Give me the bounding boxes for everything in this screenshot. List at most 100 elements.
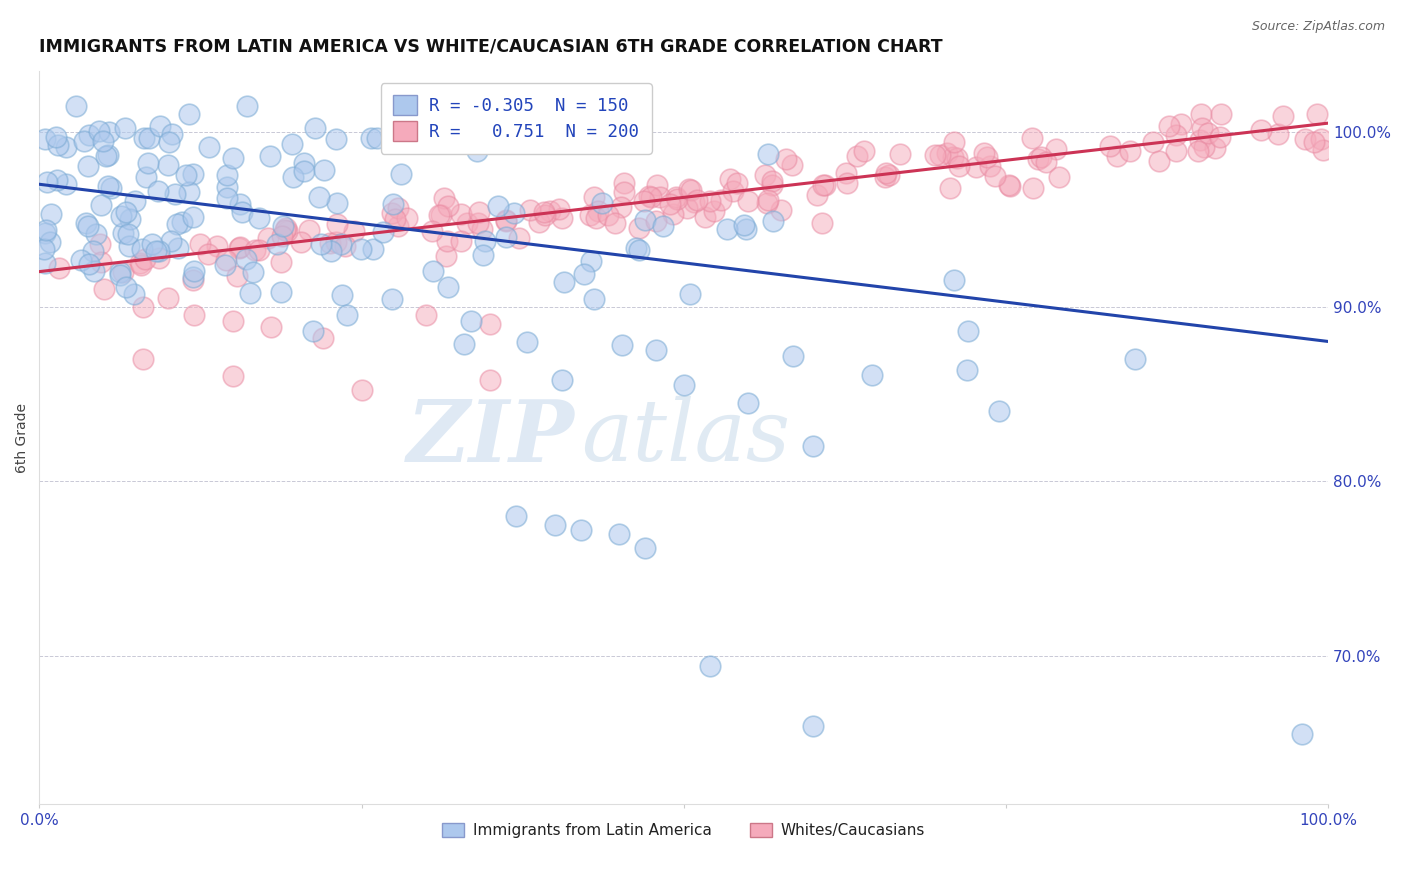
Point	[259, 149, 281, 163]
Point	[703, 203, 725, 218]
Point	[37, 175, 59, 189]
Point	[124, 194, 146, 208]
Point	[488, 198, 510, 212]
Point	[217, 191, 239, 205]
Point	[157, 135, 180, 149]
Point	[260, 320, 283, 334]
Point	[292, 163, 315, 178]
Point	[111, 226, 134, 240]
Point	[735, 222, 758, 236]
Point	[456, 216, 478, 230]
Point	[270, 285, 292, 299]
Point	[973, 145, 995, 160]
Point	[257, 230, 280, 244]
Point	[167, 241, 190, 255]
Point	[131, 300, 153, 314]
Point	[929, 148, 952, 162]
Point	[505, 509, 527, 524]
Point	[183, 264, 205, 278]
Point	[436, 280, 458, 294]
Point	[309, 236, 332, 251]
Point	[183, 308, 205, 322]
Point	[508, 231, 530, 245]
Point	[312, 162, 335, 177]
Point	[135, 169, 157, 184]
Point	[471, 222, 494, 236]
Point	[737, 395, 759, 409]
Point	[273, 219, 295, 234]
Point	[998, 178, 1021, 193]
Point	[97, 178, 120, 193]
Point	[1021, 131, 1043, 145]
Point	[645, 343, 668, 357]
Point	[274, 223, 297, 237]
Point	[1107, 149, 1129, 163]
Point	[343, 224, 366, 238]
Point	[581, 254, 603, 268]
Point	[225, 269, 247, 284]
Point	[699, 194, 721, 208]
Point	[534, 208, 557, 222]
Point	[1123, 351, 1146, 366]
Point	[453, 337, 475, 351]
Point	[782, 350, 804, 364]
Point	[924, 148, 946, 162]
Point	[647, 178, 669, 193]
Point	[569, 523, 592, 537]
Point	[1031, 150, 1053, 164]
Point	[502, 205, 524, 219]
Point	[640, 190, 662, 204]
Point	[761, 178, 783, 192]
Point	[1166, 145, 1188, 159]
Point	[148, 251, 170, 265]
Point	[495, 229, 517, 244]
Point	[132, 131, 155, 145]
Point	[160, 127, 183, 141]
Point	[1119, 145, 1142, 159]
Point	[308, 190, 330, 204]
Point	[330, 236, 353, 251]
Point	[659, 196, 682, 211]
Point	[77, 219, 100, 234]
Point	[336, 308, 359, 322]
Point	[231, 205, 253, 219]
Point	[65, 98, 87, 112]
Point	[479, 317, 502, 331]
Point	[422, 264, 444, 278]
Point	[181, 270, 204, 285]
Point	[349, 242, 371, 256]
Point	[761, 174, 783, 188]
Text: IMMIGRANTS FROM LATIN AMERICA VS WHITE/CAUCASIAN 6TH GRADE CORRELATION CHART: IMMIGRANTS FROM LATIN AMERICA VS WHITE/C…	[39, 37, 943, 55]
Point	[936, 146, 959, 161]
Point	[939, 180, 962, 194]
Point	[122, 287, 145, 301]
Point	[114, 205, 136, 219]
Point	[678, 182, 700, 196]
Point	[229, 197, 252, 211]
Point	[34, 132, 56, 146]
Point	[55, 140, 77, 154]
Point	[756, 147, 779, 161]
Point	[131, 242, 153, 256]
Point	[70, 253, 93, 268]
Point	[814, 178, 837, 192]
Point	[242, 265, 264, 279]
Point	[450, 234, 472, 248]
Point	[627, 244, 650, 258]
Point	[474, 234, 496, 248]
Point	[35, 223, 58, 237]
Point	[596, 208, 619, 222]
Point	[166, 217, 188, 231]
Point	[131, 258, 153, 272]
Point	[709, 194, 731, 208]
Point	[607, 526, 630, 541]
Point	[229, 240, 252, 254]
Point	[1250, 123, 1272, 137]
Point	[34, 256, 56, 270]
Point	[387, 202, 409, 216]
Point	[215, 179, 238, 194]
Point	[810, 217, 832, 231]
Point	[613, 185, 636, 199]
Point	[181, 210, 204, 224]
Point	[145, 244, 167, 258]
